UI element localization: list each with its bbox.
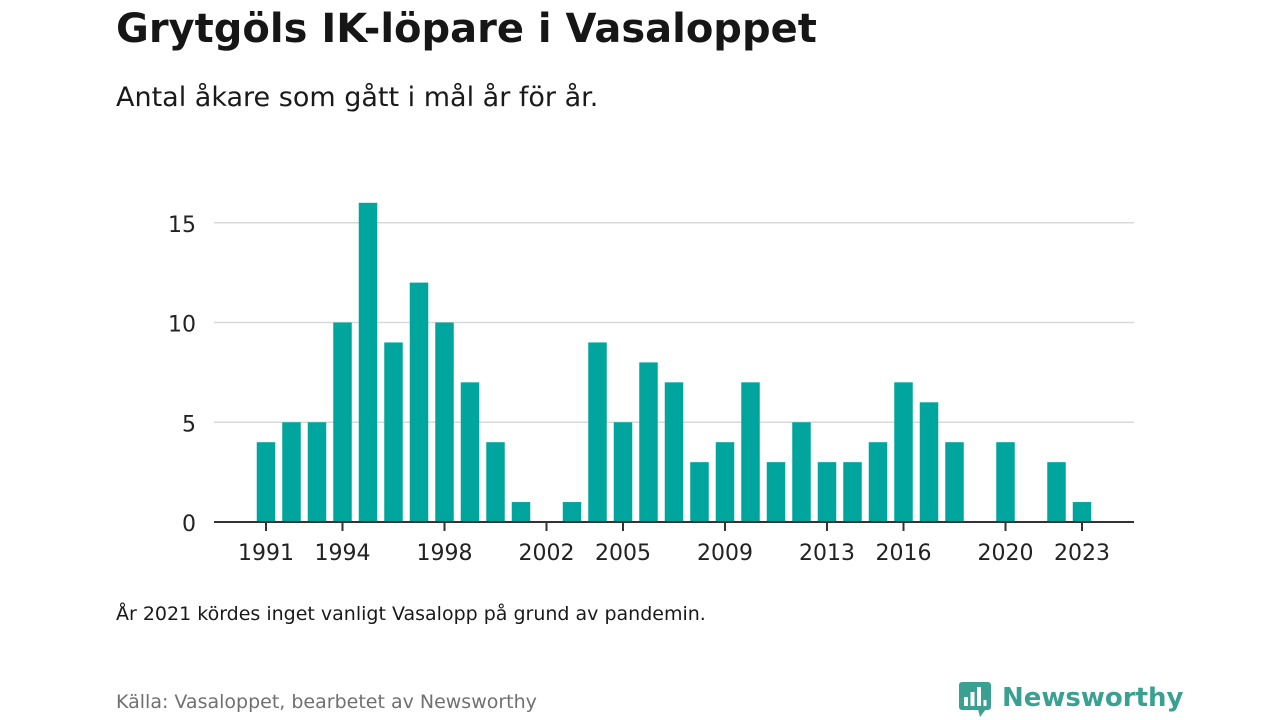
bar-1993 — [307, 422, 327, 522]
x-tick-label: 2005 — [595, 541, 651, 566]
bar-2006 — [639, 362, 658, 522]
bar-2023 — [1072, 502, 1092, 522]
bar-2011 — [766, 462, 786, 522]
chart-title: Grytgöls IK-löpare i Vasaloppet — [116, 6, 817, 52]
x-tick-label: 2009 — [697, 541, 753, 566]
y-tick-labels: 0 5 10 15 — [168, 213, 196, 537]
bar-2022 — [1047, 462, 1066, 522]
bar-1991 — [256, 442, 276, 522]
x-tick-label: 2023 — [1054, 541, 1110, 566]
y-tick-label: 5 — [182, 412, 196, 437]
bars — [256, 202, 1092, 523]
bar-2000 — [486, 442, 505, 522]
y-tick-label: 0 — [182, 512, 196, 537]
bar-2003 — [562, 502, 582, 522]
x-tick-label: 2020 — [978, 541, 1034, 566]
bar-2018 — [945, 442, 964, 522]
y-tick-label: 15 — [168, 213, 196, 238]
source-credit: Källa: Vasaloppet, bearbetet av Newswort… — [116, 691, 537, 713]
bar-2008 — [690, 462, 709, 522]
bar-2015 — [868, 442, 888, 522]
bar-2010 — [741, 382, 760, 522]
x-tick-label: 2002 — [519, 541, 575, 566]
x-tick-label: 1991 — [238, 541, 294, 566]
x-tick-label: 2016 — [876, 541, 932, 566]
bar-2020 — [996, 442, 1015, 522]
bar-chart-speech-icon — [959, 682, 991, 717]
x-axis — [214, 521, 1134, 531]
bar-2004 — [588, 342, 607, 522]
x-tick-labels: 1991 1994 1998 2002 2005 2009 2013 2016 2020 2023 — [238, 541, 1110, 566]
bar-1995 — [358, 202, 378, 523]
bar-2001 — [511, 502, 531, 522]
bar-1997 — [409, 282, 429, 522]
bar-1996 — [384, 342, 403, 522]
bar-2016 — [894, 382, 913, 522]
x-tick-label: 1998 — [417, 541, 473, 566]
brand-name: Newsworthy — [1002, 683, 1184, 713]
bar-2013 — [817, 462, 837, 522]
footnote: År 2021 kördes inget vanligt Vasalopp på… — [116, 603, 706, 625]
y-tick-label: 10 — [168, 313, 196, 338]
bar-2014 — [843, 462, 862, 522]
bar-2009 — [715, 442, 735, 522]
x-tick-label: 1994 — [315, 541, 371, 566]
bar-2007 — [664, 382, 684, 522]
bar-1994 — [333, 322, 352, 522]
bar-2005 — [613, 422, 633, 522]
bar-1992 — [282, 422, 301, 522]
chart-subtitle: Antal åkare som gått i mål år för år. — [116, 82, 599, 113]
newsworthy-logo: Newsworthy — [958, 678, 1183, 718]
bar-2012 — [792, 422, 811, 522]
x-tick-label: 2013 — [799, 541, 855, 566]
bar-2017 — [919, 402, 939, 522]
bar-1999 — [460, 382, 480, 522]
bar-1998 — [435, 322, 454, 522]
